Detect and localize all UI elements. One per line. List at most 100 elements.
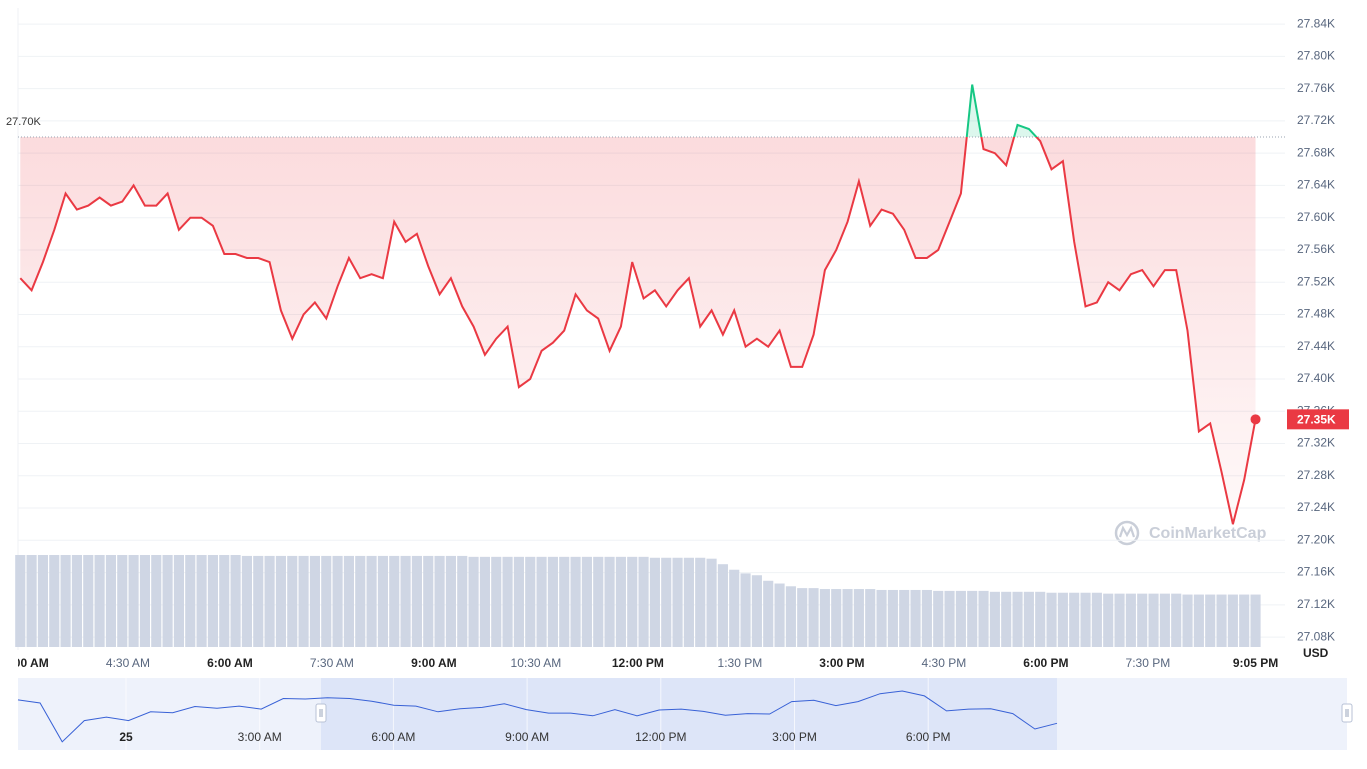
- volume-bar: [1227, 594, 1238, 647]
- volume-bar: [445, 555, 456, 647]
- area-below-reference: [20, 137, 1256, 525]
- volume-bar: [831, 589, 842, 647]
- volume-bar: [162, 555, 173, 647]
- volume-bar: [83, 555, 94, 647]
- volume-bar: [1250, 594, 1261, 647]
- x-tick-label: 3:00 PM: [819, 656, 864, 670]
- y-tick-label: 27.64K: [1297, 178, 1335, 192]
- volume-bar: [729, 569, 740, 647]
- y-tick-label: 27.24K: [1297, 500, 1335, 514]
- x-tick-label: 4:30 AM: [106, 656, 150, 670]
- volume-bar: [1205, 594, 1216, 647]
- volume-bar: [117, 555, 128, 647]
- navigator-handle-left[interactable]: [315, 703, 327, 723]
- volume-bar: [1012, 591, 1023, 647]
- volume-bar: [60, 555, 71, 647]
- volume-bar: [26, 555, 37, 647]
- x-tick-label: 10:30 AM: [511, 656, 562, 670]
- volume-bar: [139, 555, 150, 647]
- volume-bar: [185, 555, 196, 647]
- volume-bar: [706, 558, 717, 647]
- volume-bar: [230, 555, 241, 647]
- volume-bar: [411, 555, 422, 647]
- volume-bar: [309, 555, 320, 647]
- volume-bar: [468, 556, 479, 647]
- volume-bar: [253, 555, 264, 647]
- volume-bar: [695, 557, 706, 647]
- volume-bar: [400, 555, 411, 647]
- volume-bar: [819, 589, 830, 647]
- volume-bar: [989, 591, 1000, 647]
- volume-bar: [547, 556, 558, 647]
- volume-bar: [593, 556, 604, 647]
- x-tick-label: 9:05 PM: [1233, 656, 1278, 670]
- y-tick-label: 27.28K: [1297, 468, 1335, 482]
- volume-bar: [1159, 593, 1170, 647]
- volume-bar: [876, 589, 887, 647]
- volume-bar: [332, 555, 343, 647]
- y-tick-label: 27.40K: [1297, 371, 1335, 385]
- volume-bar: [763, 580, 774, 647]
- volume-bar: [343, 555, 354, 647]
- y-tick-label: 27.60K: [1297, 210, 1335, 224]
- volume-bar: [797, 588, 808, 647]
- volume-bar: [661, 557, 672, 647]
- y-tick-label: 27.84K: [1297, 16, 1335, 30]
- volume-bar: [672, 557, 683, 647]
- volume-bar: [128, 555, 139, 647]
- volume-bar: [423, 555, 434, 647]
- volume-bar: [389, 555, 400, 647]
- volume-bar: [241, 555, 252, 647]
- y-tick-label: 27.44K: [1297, 339, 1335, 353]
- volume-bar: [1125, 593, 1136, 647]
- x-tick-label: 6:00 AM: [207, 656, 253, 670]
- x-tick-label: 6:00 PM: [1023, 656, 1068, 670]
- volume-bar: [37, 555, 48, 647]
- navigator-tick-label: 9:00 AM: [505, 730, 549, 744]
- x-tick-label: 3:00 AM: [3, 656, 49, 670]
- volume-bar: [219, 555, 230, 647]
- y-unit: USD: [1303, 646, 1329, 660]
- volume-bar: [457, 555, 468, 647]
- navigator-handle-right[interactable]: [1341, 703, 1353, 723]
- volume-bar: [49, 555, 60, 647]
- volume-bar: [604, 556, 615, 647]
- volume-bar: [196, 555, 207, 647]
- y-tick-label: 27.12K: [1297, 597, 1335, 611]
- y-tick-label: 27.80K: [1297, 49, 1335, 63]
- volume-bar: [615, 556, 626, 647]
- x-tick-label: 1:30 PM: [718, 656, 763, 670]
- last-price-badge: [1287, 409, 1349, 430]
- navigator-tick-label: 25: [119, 730, 133, 744]
- volume-bar: [1035, 591, 1046, 647]
- volume-bar: [581, 556, 592, 647]
- volume-bar: [785, 586, 796, 647]
- volume-bar: [105, 555, 116, 647]
- volume-bar: [377, 555, 388, 647]
- volume-bar: [1137, 593, 1148, 647]
- volume-bar: [899, 589, 910, 647]
- volume-bar: [842, 589, 853, 647]
- volume-bar: [1069, 592, 1080, 647]
- volume-bar: [207, 555, 218, 647]
- volume-bar: [978, 590, 989, 647]
- volume-bar: [434, 555, 445, 647]
- volume-bar: [955, 590, 966, 647]
- volume-bar: [865, 589, 876, 647]
- y-tick-label: 27.32K: [1297, 436, 1335, 450]
- volume-bar: [683, 557, 694, 647]
- navigator-selection[interactable]: [321, 678, 1057, 750]
- volume-bar: [1057, 592, 1068, 647]
- volume-bar: [275, 555, 286, 647]
- x-tick-label: 7:30 PM: [1126, 656, 1171, 670]
- navigator-tick-label: 12:00 PM: [635, 730, 686, 744]
- y-tick-label: 27.16K: [1297, 565, 1335, 579]
- y-tick-label: 27.08K: [1297, 629, 1335, 643]
- price-line-below: [19, 137, 1257, 525]
- volume-bar: [570, 556, 581, 647]
- volume-bar: [944, 590, 955, 647]
- volume-bar: [479, 556, 490, 647]
- volume-bar: [1171, 593, 1182, 647]
- y-tick-label: 27.56K: [1297, 242, 1335, 256]
- volume-bar: [1182, 594, 1193, 647]
